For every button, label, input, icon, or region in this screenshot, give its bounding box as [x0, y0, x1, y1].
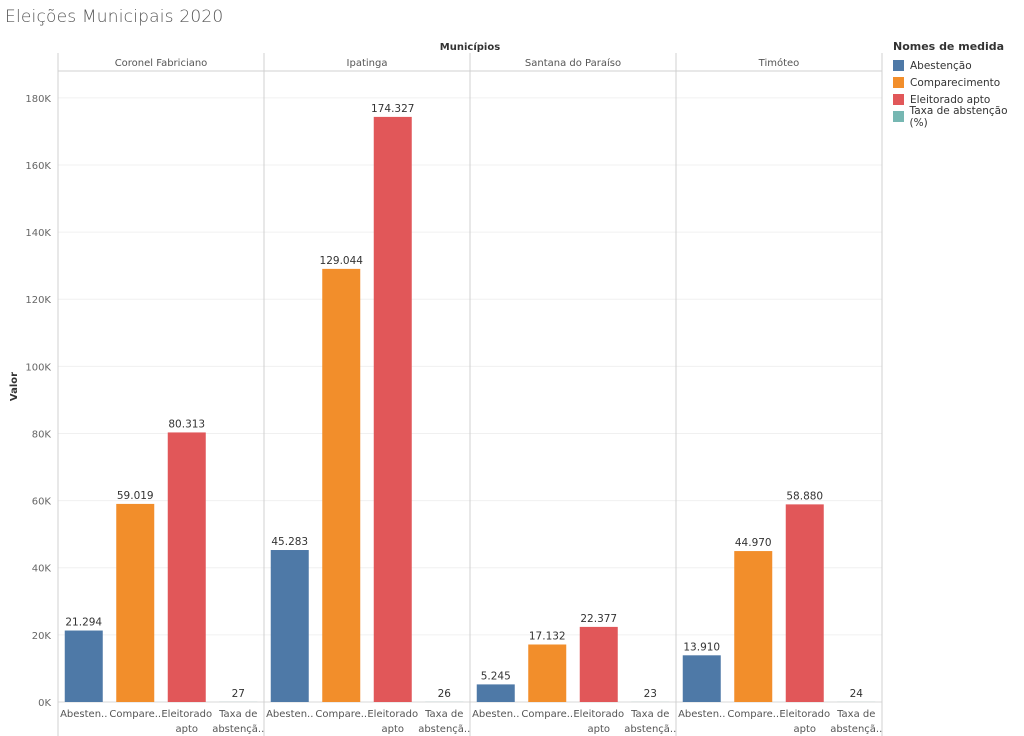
legend-item-comparecimento[interactable]: Comparecimento — [893, 74, 1024, 91]
y-tick-label: 120K — [25, 295, 51, 306]
data-label: 26 — [438, 688, 452, 700]
x-tick-label: Taxa de — [630, 709, 669, 720]
x-tick-label: Eleitorado — [367, 709, 418, 720]
data-label: 44.970 — [735, 537, 772, 549]
data-label: 24 — [850, 688, 864, 700]
panel-header: Santana do Paraíso — [525, 57, 621, 69]
bar — [167, 432, 206, 702]
bar — [476, 684, 515, 702]
legend-item-abstencao[interactable]: Abestenção — [893, 57, 1024, 74]
legend-item-eleitorado-apto[interactable]: Eleitorado apto — [893, 91, 1024, 108]
y-axis-label: Valor — [9, 372, 20, 401]
data-label: 58.880 — [786, 490, 823, 502]
y-tick-label: 0K — [38, 698, 51, 709]
data-label: 80.313 — [168, 418, 205, 430]
legend-label: Comparecimento — [910, 76, 1001, 89]
x-tick-label: Abesten.. — [266, 709, 313, 720]
x-tick-label: Taxa de — [836, 709, 875, 720]
x-tick-label: Compare.. — [727, 709, 779, 720]
data-label: 13.910 — [683, 641, 720, 653]
panel-header: Timóteo — [758, 57, 800, 69]
y-tick-label: 40K — [32, 564, 52, 575]
x-tick-label: Eleitorado — [573, 709, 624, 720]
bar — [682, 655, 721, 702]
data-label: 27 — [232, 688, 245, 700]
y-tick-label: 20K — [32, 631, 52, 642]
bar — [734, 551, 773, 702]
panel-header: Ipatinga — [347, 58, 388, 69]
x-tick-label: abstençã.. — [212, 724, 264, 735]
legend[interactable]: Nomes de medida Abestenção Compareciment… — [893, 40, 1024, 129]
legend-label: Abestenção — [910, 59, 972, 72]
x-tick-label: Eleitorado — [779, 709, 830, 720]
data-label: 23 — [644, 688, 657, 700]
x-tick-label: Eleitorado — [161, 709, 212, 720]
x-tick-label: apto — [587, 724, 610, 735]
x-tick-label: abstençã.. — [418, 724, 470, 735]
bar — [322, 268, 361, 702]
x-tick-label: apto — [793, 724, 816, 735]
data-label: 22.377 — [580, 613, 617, 625]
bar — [270, 550, 309, 702]
y-tick-label: 180K — [25, 94, 51, 105]
x-tick-label: abstençã.. — [830, 724, 882, 735]
y-tick-label: 100K — [25, 362, 51, 373]
legend-swatch — [893, 60, 904, 71]
data-label: 17.132 — [529, 630, 566, 642]
legend-item-taxa-abstencao[interactable]: Taxa de abstenção (%) — [893, 105, 1024, 129]
x-tick-label: Taxa de — [218, 709, 257, 720]
bar — [373, 116, 412, 702]
x-tick-label: Taxa de — [424, 709, 463, 720]
bar — [528, 644, 567, 702]
legend-swatch — [893, 77, 904, 88]
data-label: 21.294 — [65, 617, 102, 629]
data-label: 59.019 — [117, 490, 154, 502]
bar — [785, 504, 824, 702]
x-tick-label: Abesten.. — [60, 709, 107, 720]
y-tick-label: 80K — [32, 429, 52, 440]
column-header: Municípios — [440, 41, 500, 53]
x-tick-label: Compare.. — [521, 709, 573, 720]
x-tick-label: Abesten.. — [472, 709, 519, 720]
x-tick-label: apto — [381, 724, 404, 735]
y-tick-label: 160K — [25, 161, 51, 172]
x-tick-label: Compare.. — [109, 709, 161, 720]
x-tick-label: apto — [175, 724, 198, 735]
y-tick-label: 140K — [25, 228, 51, 239]
bar — [579, 626, 618, 702]
legend-swatch — [893, 94, 904, 105]
legend-swatch — [893, 111, 904, 122]
legend-label: Taxa de abstenção (%) — [909, 104, 1008, 129]
data-label: 45.283 — [271, 536, 308, 548]
data-label: 129.044 — [320, 255, 364, 267]
legend-label: Eleitorado apto — [910, 93, 991, 106]
data-label: 5.245 — [481, 670, 511, 682]
data-label: 174.327 — [371, 103, 414, 115]
chart-title: Eleições Municipais 2020 — [5, 7, 224, 27]
x-tick-label: Compare.. — [315, 709, 367, 720]
legend-title: Nomes de medida — [893, 40, 1005, 53]
bar-chart: Municípios Valor 0K 20K 40K 60K 80K 100K 120K 140… — [9, 41, 883, 736]
bar — [64, 630, 103, 702]
x-tick-label: Abesten.. — [678, 709, 725, 720]
y-tick-label: 60K — [32, 497, 52, 508]
x-tick-label: abstençã.. — [624, 724, 676, 735]
bar — [116, 503, 155, 702]
panel-header: Coronel Fabriciano — [115, 58, 208, 69]
